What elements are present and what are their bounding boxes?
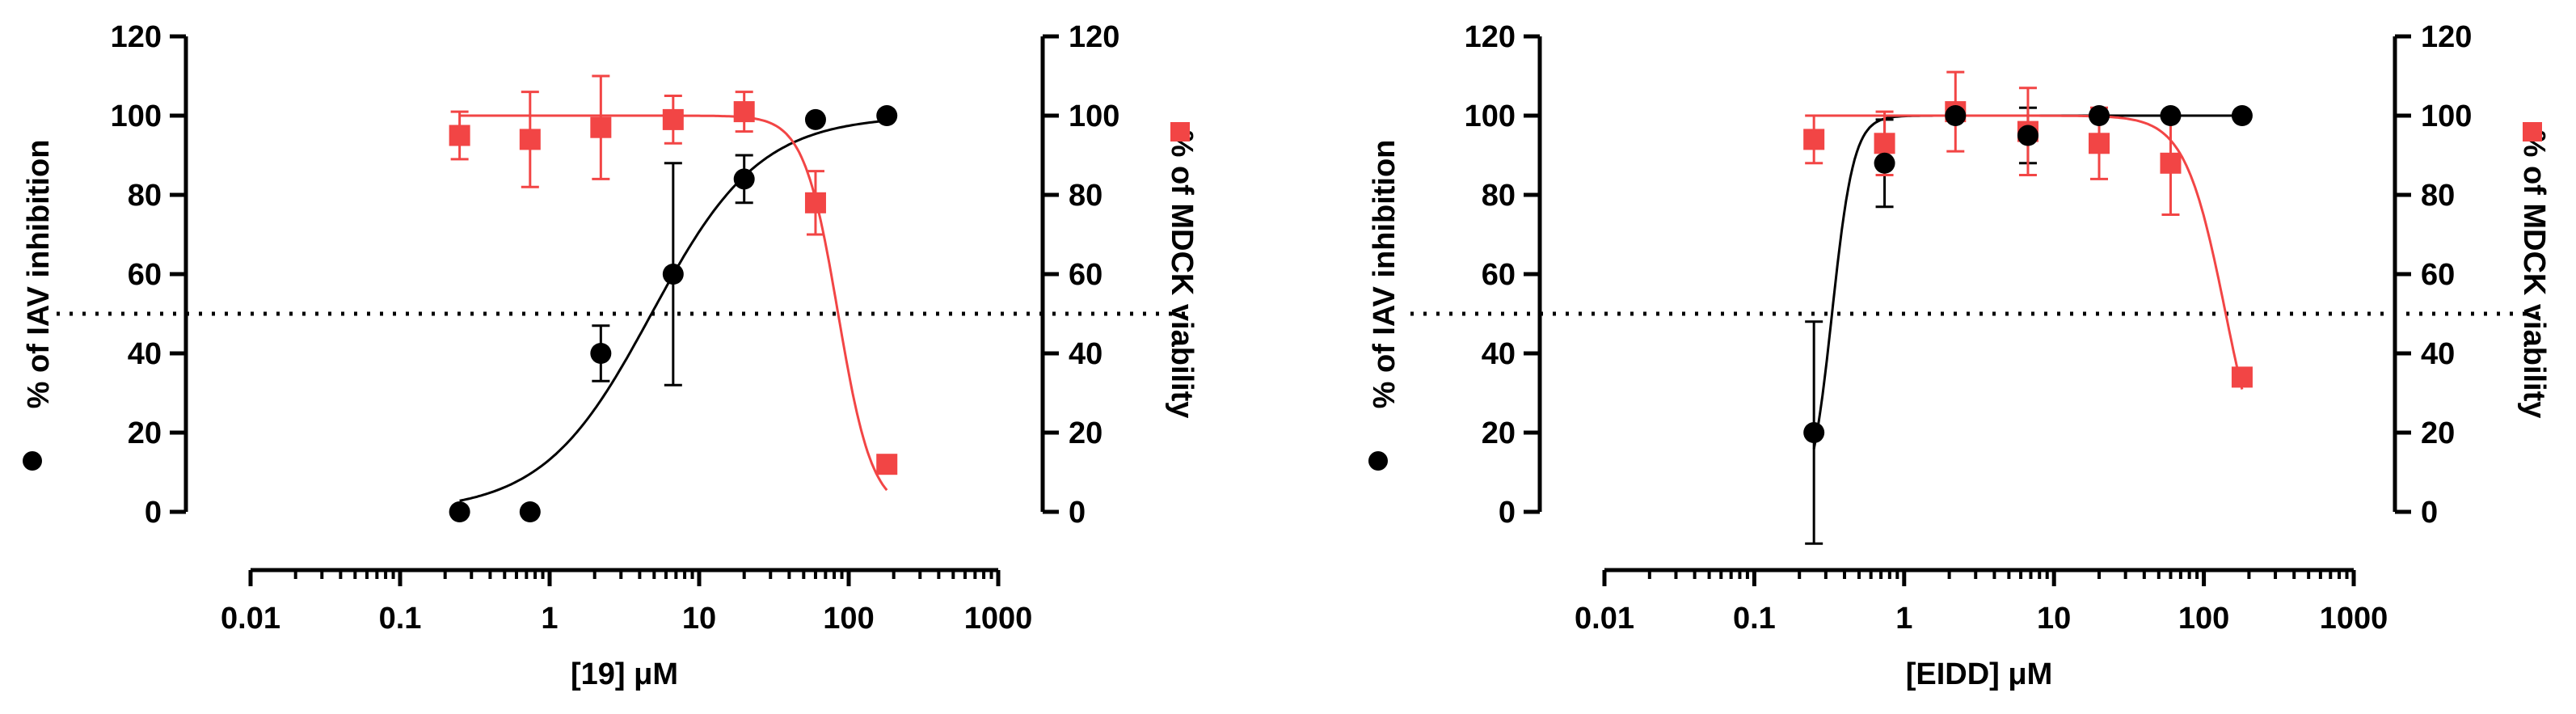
left-y-tick-label: 20 (1482, 416, 1516, 450)
viability-data-point (1874, 133, 1895, 154)
viability-data-point (1803, 129, 1825, 150)
left-legend-circle-marker (1368, 451, 1388, 471)
right-y-tick-label: 20 (1069, 416, 1102, 450)
left-y-tick-label: 120 (111, 20, 162, 54)
left-y-tick-label: 120 (1465, 20, 1516, 54)
right-y-tick-label: 100 (1069, 99, 1119, 133)
inhibition-data-point (2089, 105, 2110, 126)
x-tick-label: 1000 (2320, 602, 2388, 636)
right-y-tick-label: 20 (2421, 416, 2455, 450)
x-tick-label: 100 (2178, 602, 2229, 636)
inhibition-data-point (2017, 125, 2038, 146)
viability-data-point (733, 101, 755, 123)
left-y-axis-title: % of IAV inhibition (22, 140, 56, 409)
x-tick-label: 1 (541, 602, 558, 636)
x-axis-title: [19] μM (571, 657, 678, 691)
viability-data-point (590, 116, 612, 138)
x-tick-label: 0.01 (1575, 602, 1634, 636)
x-tick-label: 0.1 (379, 602, 422, 636)
right-y-axis-title: % of MDCK viability (1165, 130, 1199, 419)
inhibition-data-point (1945, 105, 1967, 126)
viability-data-point (449, 125, 470, 146)
viability-data-point (662, 108, 684, 130)
right-y-tick-label: 60 (1069, 258, 1102, 292)
right-legend-square-marker (2523, 122, 2542, 142)
viability-data-point (804, 192, 826, 213)
right-y-tick-label: 100 (2421, 99, 2472, 133)
left-y-tick-label: 60 (128, 258, 162, 292)
viability-data-point (2160, 152, 2182, 174)
right-y-tick-label: 40 (1069, 337, 1102, 371)
inhibition-data-point (2231, 105, 2253, 126)
right-y-tick-label: 0 (1069, 496, 1086, 530)
left-y-tick-label: 80 (1482, 179, 1516, 213)
inhibition-data-point (1874, 152, 1895, 174)
x-tick-label: 0.1 (1733, 602, 1776, 636)
left-y-tick-label: 40 (128, 337, 162, 371)
inhibition-data-point (519, 501, 541, 522)
left-y-tick-label: 60 (1482, 258, 1516, 292)
panel-left: 0 0 20 20 40 40 60 60 80 80 100 100 120 120 0.01 0.1 1 10… (22, 20, 1199, 691)
x-tick-label: 100 (823, 602, 874, 636)
panel-right: 0 0 20 20 40 40 60 60 80 80 100 100 120 120 0.01 0.1 1 10… (1368, 20, 2551, 691)
left-y-tick-label: 0 (145, 496, 162, 530)
left-y-tick-label: 100 (1465, 99, 1516, 133)
right-y-tick-label: 60 (2421, 258, 2455, 292)
inhibition-data-point (449, 501, 470, 522)
left-y-tick-label: 80 (128, 179, 162, 213)
x-axis-title: [EIDD] μM (1906, 657, 2053, 691)
right-y-tick-label: 0 (2421, 496, 2438, 530)
x-tick-label: 1000 (964, 602, 1033, 636)
inhibition-data-point (662, 264, 684, 285)
inhibition-data-point (1803, 422, 1825, 443)
right-y-axis-title: % of MDCK viability (2517, 130, 2551, 419)
x-tick-label: 10 (682, 602, 716, 636)
right-legend-square-marker (1170, 122, 1190, 142)
left-y-tick-label: 20 (128, 416, 162, 450)
left-y-tick-label: 100 (111, 99, 162, 133)
right-y-tick-label: 120 (2421, 20, 2472, 54)
left-y-tick-label: 0 (1499, 496, 1516, 530)
inhibition-data-point (2160, 105, 2182, 126)
right-y-tick-label: 120 (1069, 20, 1119, 54)
viability-data-point (2089, 133, 2110, 154)
inhibition-data-point (590, 343, 612, 364)
left-legend-circle-marker (23, 451, 42, 471)
left-y-tick-label: 40 (1482, 337, 1516, 371)
right-y-tick-label: 80 (1069, 179, 1102, 213)
x-tick-label: 0.01 (221, 602, 280, 636)
inhibition-data-point (733, 168, 755, 190)
inhibition-data-point (876, 105, 898, 126)
left-y-axis-title: % of IAV inhibition (1368, 140, 1402, 409)
inhibition-data-point (804, 108, 826, 130)
right-y-tick-label: 40 (2421, 337, 2455, 371)
x-tick-label: 10 (2037, 602, 2071, 636)
right-y-tick-label: 80 (2421, 179, 2455, 213)
viability-data-point (519, 129, 541, 150)
x-tick-label: 1 (1895, 602, 1912, 636)
viability-data-point (2231, 366, 2253, 388)
viability-data-point (876, 454, 898, 475)
